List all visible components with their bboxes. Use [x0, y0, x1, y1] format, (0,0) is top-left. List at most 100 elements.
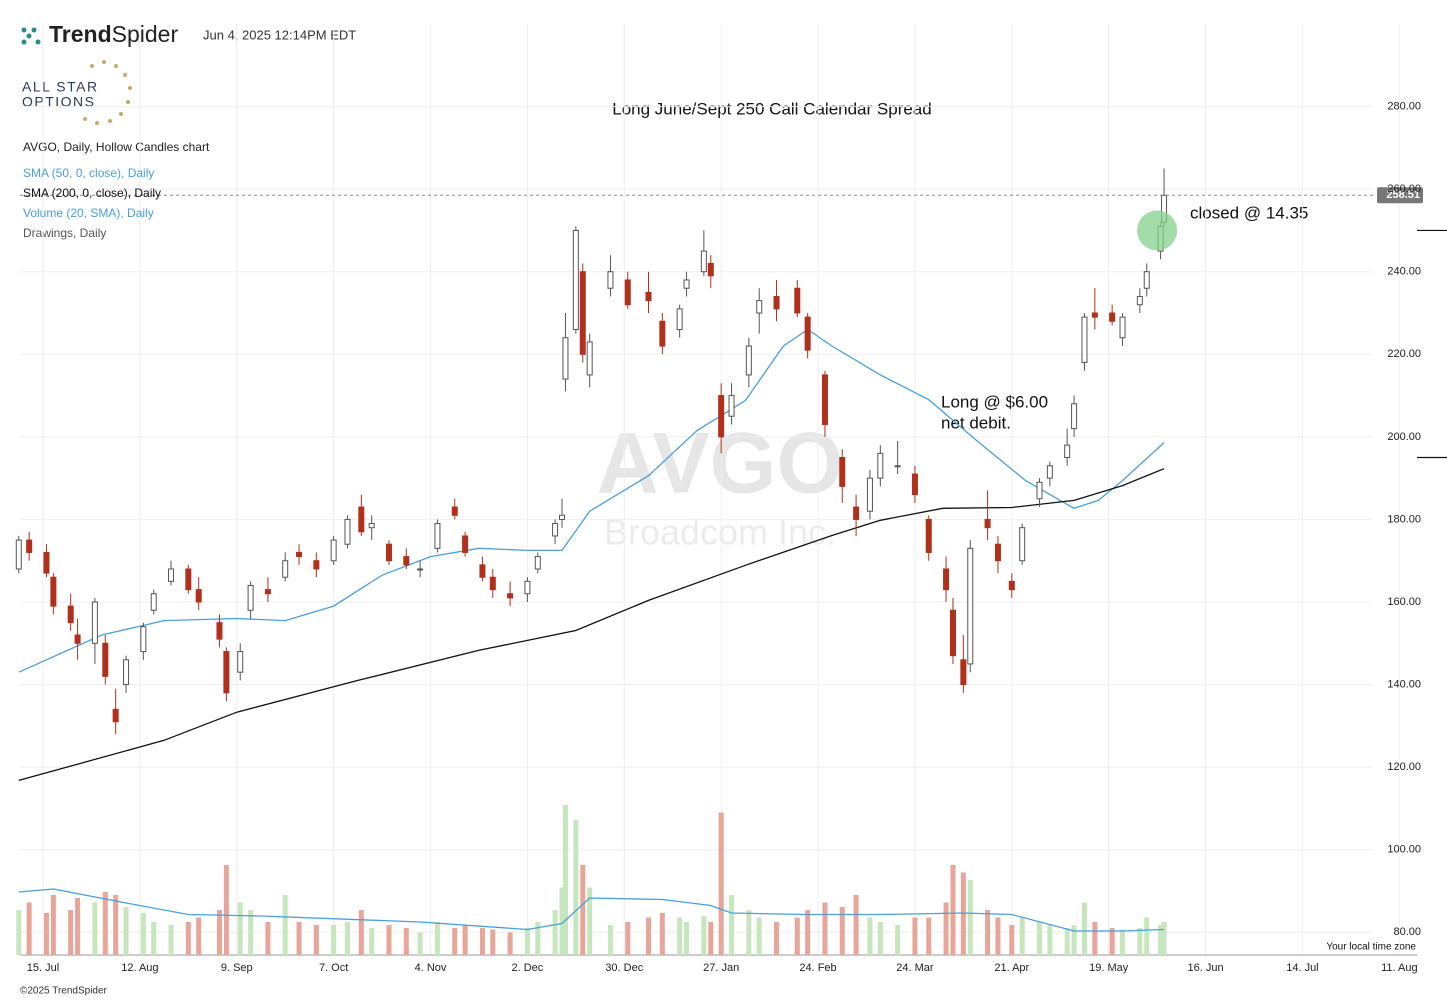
y-tick-label: 260.00 [1387, 183, 1421, 195]
candle-body [718, 395, 725, 438]
y-tick-label: 80.00 [1393, 926, 1421, 938]
candle-body [728, 395, 735, 417]
candle-body [645, 291, 652, 302]
volume-bar [562, 805, 568, 955]
chart-info: AVGO, Daily, Hollow Candles chart [23, 140, 210, 154]
candle-body [1091, 312, 1098, 318]
x-tick-label: 9. Sep [221, 962, 253, 974]
candle-body [140, 626, 147, 653]
candle-body [403, 556, 410, 566]
volume-bar [185, 922, 191, 955]
volume-bar [1064, 928, 1070, 955]
volume-bar [895, 925, 901, 955]
volume-bar [417, 932, 423, 955]
volume-bar [123, 907, 129, 955]
volume-bar [625, 922, 631, 955]
x-tick-label: 11. Aug [1381, 962, 1418, 974]
volume-bar [580, 865, 586, 955]
candle-body [866, 477, 873, 512]
volume-bar [943, 902, 949, 955]
candle-body [237, 651, 244, 673]
candle-body [216, 622, 223, 640]
sma-line [18, 468, 1165, 782]
volume-bar [708, 922, 714, 955]
candle-body [195, 589, 202, 603]
volume-bar [1120, 929, 1126, 955]
candle-body [1081, 316, 1088, 364]
volume-bar [1081, 902, 1087, 955]
candle-body [534, 556, 541, 570]
candle-body [756, 300, 763, 314]
volume-bar [102, 892, 108, 955]
volume-bar [452, 928, 458, 955]
volume-bar [822, 902, 828, 955]
volume-bar [1137, 928, 1143, 955]
volume-bar [774, 922, 780, 955]
volume-bar [684, 922, 690, 955]
volume-bar [867, 917, 873, 955]
candle-body [417, 568, 424, 571]
candle-body [434, 523, 441, 549]
candle-body [559, 514, 565, 520]
x-tick-label: 15. Jul [27, 962, 59, 974]
candle-body [960, 659, 967, 686]
x-tick-label: 14. Jul [1286, 962, 1318, 974]
candle-body [794, 287, 801, 314]
volume-bar [344, 922, 350, 955]
logo-bottom: OPTIONS [22, 94, 96, 110]
volume-bar [794, 917, 800, 955]
volume-bar [729, 895, 735, 955]
candle-body [773, 295, 780, 310]
annotation: Long @ $6.00 [941, 392, 1048, 411]
volume-bar [92, 902, 98, 955]
x-tick-label: 30. Dec [605, 962, 643, 974]
candle-body [877, 452, 884, 479]
x-tick-label: 7. Oct [319, 962, 348, 974]
y-tick-label: 280.00 [1387, 100, 1421, 112]
candle-body [43, 551, 50, 574]
candle-body [15, 539, 22, 570]
candle-body [1064, 444, 1071, 459]
candle-body [168, 568, 175, 582]
candle-body [1071, 403, 1078, 430]
volume-bar [677, 917, 683, 955]
last-price-label: 258.51 [1386, 189, 1420, 201]
candle-body [185, 568, 192, 591]
candle-body [683, 279, 690, 289]
volume-bar [718, 812, 724, 955]
candle-body [67, 605, 74, 624]
candles-layer [15, 168, 1168, 735]
brand-bold: Trend [49, 21, 112, 47]
volume-bar [196, 917, 202, 955]
y-tick-label: 180.00 [1387, 513, 1421, 525]
volume-bar [265, 922, 271, 955]
volume-bar [1109, 928, 1115, 955]
volume-sma-line [18, 888, 1165, 932]
candle-body [368, 523, 375, 529]
candle-body [313, 560, 320, 570]
labels-layer: 80.00 100.00 120.00 140.00 160.00 180.00 200.0… [23, 100, 1421, 973]
x-tick-label: 21. Apr [994, 962, 1029, 974]
volume-bar [1092, 922, 1098, 955]
candle-body [507, 593, 514, 599]
candle-body [984, 518, 991, 529]
candle-body [123, 659, 130, 686]
volume-bar [296, 922, 302, 955]
vol-layer [16, 805, 1167, 955]
volume-bar [1161, 922, 1167, 955]
candle-body [994, 543, 1001, 562]
candle-body [386, 543, 392, 562]
candle-body [1046, 465, 1053, 479]
candle-body [943, 568, 950, 591]
volume-bar [524, 928, 530, 955]
drawings-info: Drawings, Daily [23, 226, 106, 240]
allstar-stars [83, 60, 132, 125]
volume-bar [50, 895, 56, 955]
candle-body [607, 271, 614, 289]
candle-body [579, 271, 586, 355]
legend-entry: Volume (20, SMA), Daily [23, 206, 154, 220]
volume-bar [237, 902, 243, 955]
x-tick-label: 19. May [1089, 962, 1129, 974]
volume-bar [1071, 925, 1077, 955]
